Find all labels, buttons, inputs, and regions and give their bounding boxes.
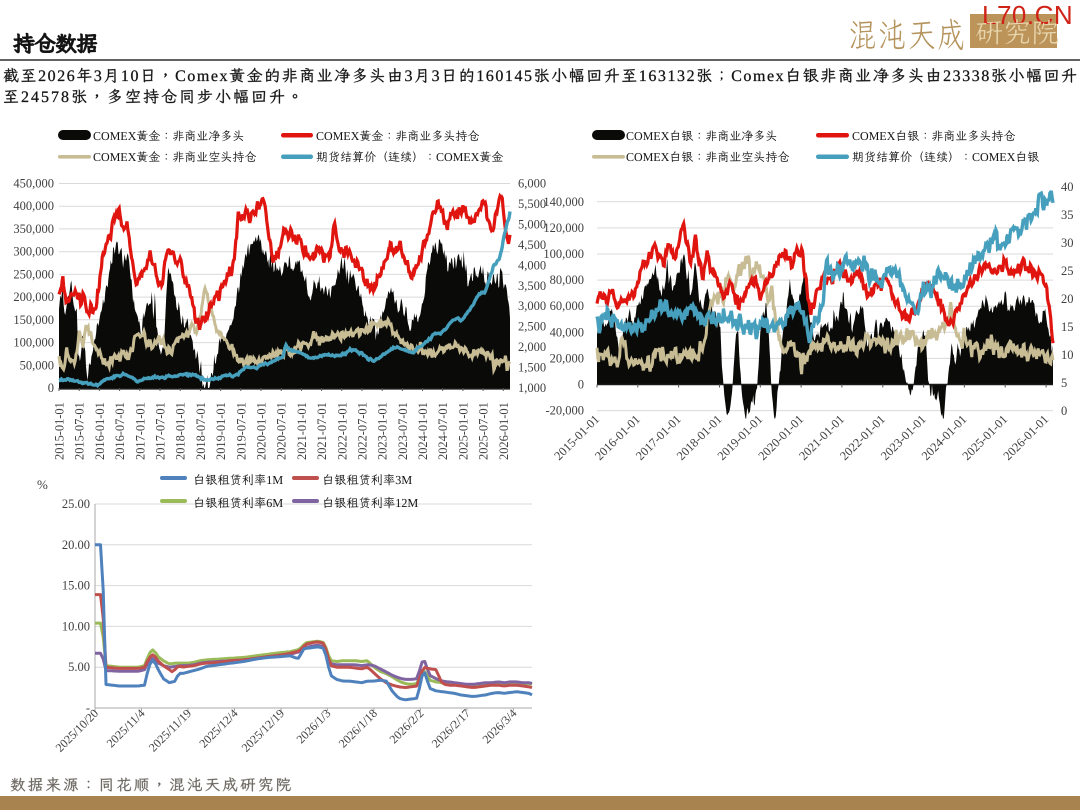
svg-text:0: 0 — [1061, 404, 1067, 418]
svg-text:15: 15 — [1061, 320, 1074, 334]
svg-text:200,000: 200,000 — [13, 290, 54, 304]
svg-text:2016-07-01: 2016-07-01 — [113, 402, 127, 460]
svg-text:400,000: 400,000 — [13, 199, 54, 213]
svg-text:2025/11/4: 2025/11/4 — [104, 706, 148, 750]
svg-text:2026/2/17: 2026/2/17 — [429, 706, 473, 750]
svg-text:2026-01-01: 2026-01-01 — [1000, 412, 1051, 463]
svg-text:2017-01-01: 2017-01-01 — [133, 402, 147, 460]
svg-text:2023-07-01: 2023-07-01 — [396, 402, 410, 460]
svg-text:2020-07-01: 2020-07-01 — [275, 402, 289, 460]
svg-text:25.00: 25.00 — [62, 497, 90, 511]
svg-text:2025-01-01: 2025-01-01 — [456, 402, 470, 460]
svg-text:2025/11/19: 2025/11/19 — [146, 706, 194, 754]
svg-text:60,000: 60,000 — [550, 299, 584, 313]
svg-text:2015-07-01: 2015-07-01 — [73, 402, 87, 460]
svg-text:20.00: 20.00 — [62, 538, 90, 552]
svg-text:2017-07-01: 2017-07-01 — [154, 402, 168, 460]
svg-text:250,000: 250,000 — [13, 267, 54, 281]
svg-text:80,000: 80,000 — [550, 273, 584, 287]
svg-text:30: 30 — [1061, 236, 1074, 250]
svg-text:10: 10 — [1061, 348, 1074, 362]
svg-text:5: 5 — [1061, 376, 1067, 390]
svg-text:2019-01-01: 2019-01-01 — [214, 402, 228, 460]
svg-text:5,000: 5,000 — [518, 217, 546, 231]
svg-text:2021-07-01: 2021-07-01 — [315, 402, 329, 460]
svg-text:2026/3/4: 2026/3/4 — [479, 706, 519, 746]
svg-text:1,000: 1,000 — [518, 381, 546, 395]
svg-text:100,000: 100,000 — [13, 336, 54, 350]
svg-text:15.00: 15.00 — [62, 579, 90, 593]
svg-text:4,500: 4,500 — [518, 238, 546, 252]
svg-text:2022-07-01: 2022-07-01 — [356, 402, 370, 460]
svg-text:2021-01-01: 2021-01-01 — [295, 402, 309, 460]
svg-text:0: 0 — [578, 378, 584, 392]
svg-text:2022-01-01: 2022-01-01 — [335, 402, 349, 460]
svg-text:20: 20 — [1061, 292, 1074, 306]
svg-text:-: - — [86, 701, 90, 715]
svg-text:2018-01-01: 2018-01-01 — [174, 402, 188, 460]
svg-text:100,000: 100,000 — [543, 247, 584, 261]
svg-text:25: 25 — [1061, 264, 1074, 278]
svg-text:0: 0 — [48, 381, 54, 395]
svg-text:50,000: 50,000 — [20, 358, 54, 372]
svg-text:2026/1/18: 2026/1/18 — [336, 706, 380, 750]
svg-text:2018-07-01: 2018-07-01 — [194, 402, 208, 460]
svg-text:300,000: 300,000 — [13, 245, 54, 259]
svg-text:2024-07-01: 2024-07-01 — [436, 402, 450, 460]
svg-text:2025/10/20: 2025/10/20 — [53, 706, 102, 755]
svg-text:40: 40 — [1061, 180, 1074, 194]
svg-text:10.00: 10.00 — [62, 619, 90, 633]
svg-text:35: 35 — [1061, 208, 1074, 222]
svg-text:3,000: 3,000 — [518, 299, 546, 313]
svg-text:2025/12/4: 2025/12/4 — [196, 706, 240, 750]
svg-text:2015-01-01: 2015-01-01 — [53, 402, 67, 460]
svg-text:%: % — [37, 477, 48, 492]
svg-text:450,000: 450,000 — [13, 177, 54, 191]
svg-text:4,000: 4,000 — [518, 258, 546, 272]
svg-text:1,500: 1,500 — [518, 361, 546, 375]
svg-text:150,000: 150,000 — [13, 313, 54, 327]
svg-text:2020-01-01: 2020-01-01 — [255, 402, 269, 460]
svg-text:2026-01-01: 2026-01-01 — [497, 402, 511, 460]
svg-text:6,000: 6,000 — [518, 177, 546, 191]
svg-text:2,500: 2,500 — [518, 320, 546, 334]
svg-text:2025-07-01: 2025-07-01 — [477, 402, 491, 460]
svg-text:5.00: 5.00 — [68, 660, 90, 674]
svg-text:2016-01-01: 2016-01-01 — [93, 402, 107, 460]
svg-text:L70.CN: L70.CN — [982, 0, 1073, 30]
svg-text:20,000: 20,000 — [550, 351, 584, 365]
svg-text:5,500: 5,500 — [518, 197, 546, 211]
svg-text:2023-01-01: 2023-01-01 — [376, 402, 390, 460]
svg-text:3,500: 3,500 — [518, 279, 546, 293]
svg-text:2026/2/2: 2026/2/2 — [386, 706, 426, 746]
svg-text:2024-01-01: 2024-01-01 — [416, 402, 430, 460]
svg-text:2019-07-01: 2019-07-01 — [234, 402, 248, 460]
svg-text:-20,000: -20,000 — [545, 404, 584, 418]
svg-text:2025/12/19: 2025/12/19 — [239, 706, 288, 755]
svg-text:120,000: 120,000 — [543, 221, 584, 235]
svg-text:140,000: 140,000 — [543, 195, 584, 209]
svg-text:40,000: 40,000 — [550, 325, 584, 339]
svg-text:2026/1/3: 2026/1/3 — [293, 706, 333, 746]
svg-text:350,000: 350,000 — [13, 222, 54, 236]
svg-text:2,000: 2,000 — [518, 340, 546, 354]
